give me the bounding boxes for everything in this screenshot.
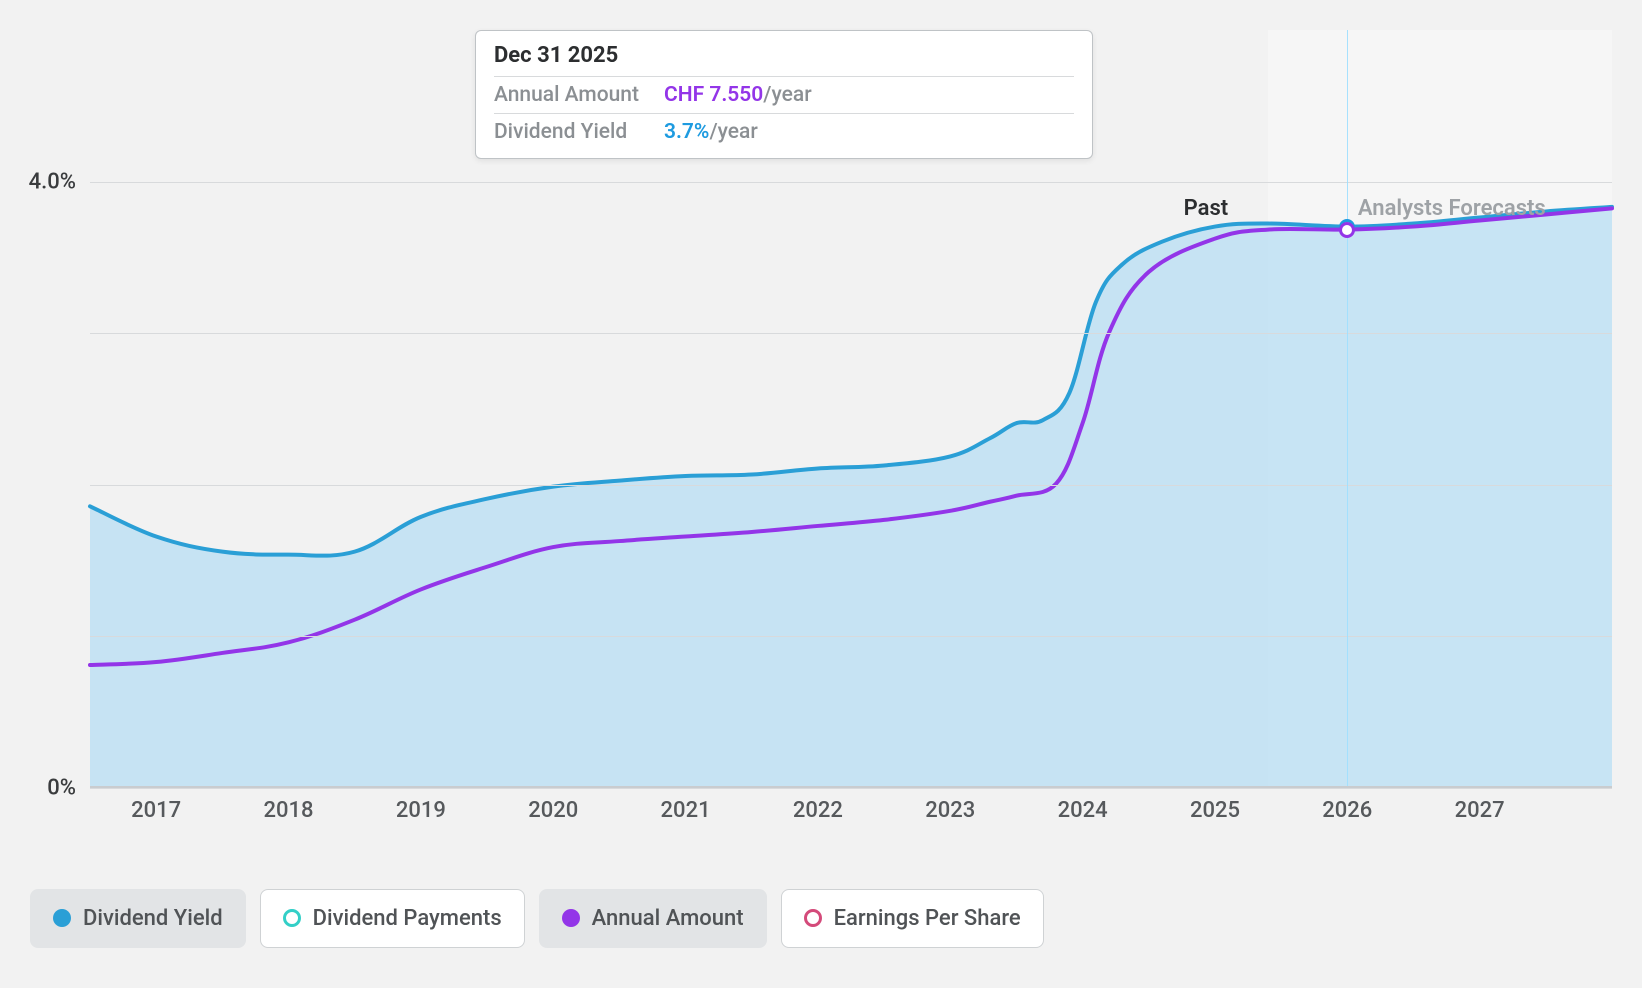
- x-axis-label: 2025: [1190, 798, 1240, 823]
- x-axis-label: 2017: [131, 798, 181, 823]
- x-axis-label: 2019: [396, 798, 446, 823]
- legend-swatch: [562, 909, 580, 927]
- legend-label: Dividend Payments: [313, 906, 502, 931]
- x-axis-label: 2018: [264, 798, 314, 823]
- tooltip-row-dividend-yield: Dividend Yield 3.7%/year: [494, 113, 1074, 150]
- legend-item-dividend-payments[interactable]: Dividend Payments: [260, 889, 525, 948]
- annotation-past: Past: [1184, 196, 1229, 221]
- tooltip-label: Annual Amount: [494, 83, 664, 107]
- tooltip-unit: /year: [763, 83, 811, 107]
- y-axis-label: 0%: [47, 776, 90, 801]
- gridline: [90, 788, 1612, 789]
- x-axis-label: 2021: [661, 798, 711, 823]
- x-axis-label: 2026: [1322, 798, 1372, 823]
- tooltip-date: Dec 31 2025: [494, 43, 1074, 76]
- gridline: [90, 485, 1612, 486]
- gridline: [90, 333, 1612, 334]
- legend-item-annual-amount[interactable]: Annual Amount: [539, 889, 767, 948]
- x-axis-label: 2020: [528, 798, 578, 823]
- tooltip-label: Dividend Yield: [494, 120, 664, 144]
- chart-legend: Dividend Yield Dividend Payments Annual Am…: [30, 878, 1612, 958]
- gridline: [90, 182, 1612, 183]
- annotation-forecast: Analysts Forecasts: [1358, 196, 1546, 221]
- tooltip-value: 3.7%: [664, 120, 709, 144]
- hover-marker-line: [1347, 30, 1348, 786]
- x-axis-label: 2027: [1455, 798, 1505, 823]
- dividend-yield-area: [90, 207, 1612, 786]
- x-axis-label: 2024: [1058, 798, 1108, 823]
- legend-item-dividend-yield[interactable]: Dividend Yield: [30, 889, 246, 948]
- legend-swatch: [804, 909, 822, 927]
- dividend-chart: Past Analysts Forecasts 0%4.0% 201720182…: [0, 0, 1642, 988]
- gridline: [90, 636, 1612, 637]
- legend-label: Annual Amount: [592, 906, 744, 931]
- x-axis-labels: 2017 2018 2019 2020 2021 2022 2023 2024 2025 2026…: [90, 798, 1612, 838]
- tooltip-value: CHF 7.550: [664, 83, 763, 107]
- tooltip-row-annual-amount: Annual Amount CHF 7.550/year: [494, 76, 1074, 113]
- hover-tooltip: Dec 31 2025 Annual Amount CHF 7.550/year…: [475, 30, 1093, 159]
- legend-label: Dividend Yield: [83, 906, 223, 931]
- legend-swatch: [53, 909, 71, 927]
- y-axis-label: 4.0%: [29, 169, 90, 194]
- hover-marker-dot-amount: [1339, 222, 1355, 238]
- x-axis-label: 2023: [925, 798, 975, 823]
- legend-label: Earnings Per Share: [834, 906, 1021, 931]
- tooltip-unit: /year: [709, 120, 757, 144]
- legend-item-earnings-per-share[interactable]: Earnings Per Share: [781, 889, 1044, 948]
- x-axis-label: 2022: [793, 798, 843, 823]
- legend-swatch: [283, 909, 301, 927]
